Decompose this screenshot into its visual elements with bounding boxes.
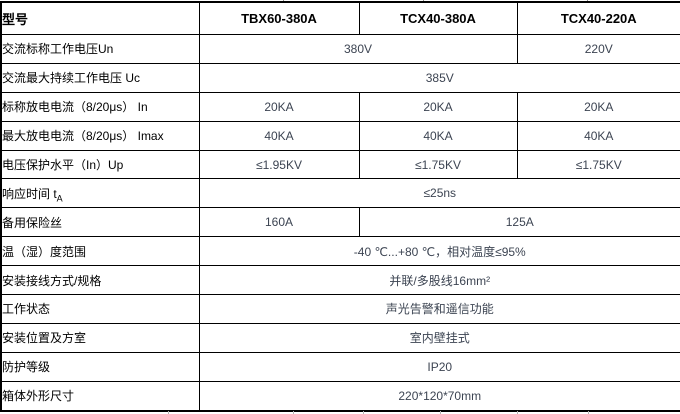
row-label: 交流标称工作电压Un [0, 34, 200, 64]
row-working-status: 工作状态 声光告警和遥信功能 [0, 294, 680, 324]
row-label: 温（湿）度范围 [0, 236, 200, 267]
row-label: 防护等级 [0, 351, 200, 382]
table-edge-artifact-tick [517, 411, 518, 414]
header-col-tbx60-380a: TBX60-380A [198, 1, 360, 35]
cell-value: ≤1.95KV [198, 149, 360, 180]
row-max-continuous-voltage: 交流最大持续工作电压 Uc 385V [0, 62, 680, 93]
row-label: 交流最大持续工作电压 Uc [0, 62, 200, 93]
table-edge-artifact-tick [440, 411, 441, 414]
cell-value: 并联/多股线16mm² [198, 265, 680, 296]
cell-value: 声光告警和遥信功能 [198, 294, 680, 324]
row-temperature-humidity-range: 温（湿）度范围 -40 ℃...+80 ℃，相对温度≤95% [0, 236, 680, 267]
table-edge-artifact-tick [293, 411, 294, 414]
row-installation-wiring-spec: 安装接线方式/规格 并联/多股线16mm² [0, 265, 680, 296]
table-edge-artifact-tick [588, 411, 589, 414]
cell-value: 室内壁挂式 [198, 322, 680, 353]
row-label-subscript: A [56, 193, 63, 204]
table-edge-artifact-tick [168, 411, 169, 414]
row-label: 箱体外形尺寸 [0, 380, 200, 412]
cell-value: ≤1.75KV [358, 149, 518, 180]
cell-value: 40KA [516, 120, 680, 151]
cell-value: 385V [198, 62, 680, 93]
cell-value: 220V [516, 34, 680, 64]
cell-value: 40KA [358, 120, 518, 151]
cell-value: 160A [198, 207, 360, 238]
row-max-discharge-current: 最大放电电流（8/20μs） Imax 40KA 40KA 40KA [0, 120, 680, 151]
cell-value: 20KA [358, 91, 518, 122]
cell-value: 20KA [516, 91, 680, 122]
row-label: 电压保护水平（In）Up [0, 149, 200, 180]
row-backup-fuse: 备用保险丝 160A 125A [0, 207, 680, 238]
row-nominal-voltage: 交流标称工作电压Un 380V 220V [0, 34, 680, 64]
cell-value: 220*120*70mm [198, 380, 680, 412]
header-model-label: 型号 [0, 1, 200, 35]
row-label: 标称放电电流（8/20μs） In [0, 91, 200, 122]
row-protection-rating: 防护等级 IP20 [0, 351, 680, 382]
row-label: 最大放电电流（8/20μs） Imax [0, 120, 200, 151]
cell-value: 40KA [198, 120, 360, 151]
cell-value: IP20 [198, 351, 680, 382]
cell-value: -40 ℃...+80 ℃，相对温度≤95% [198, 236, 680, 267]
row-label: 备用保险丝 [0, 207, 200, 238]
row-installation-position: 安装位置及方室 室内壁挂式 [0, 322, 680, 353]
row-label: 工作状态 [0, 294, 200, 324]
row-voltage-protection-level: 电压保护水平（In）Up ≤1.95KV ≤1.75KV ≤1.75KV [0, 149, 680, 180]
row-label: 安装位置及方室 [0, 322, 200, 353]
cell-value: ≤1.75KV [516, 149, 680, 180]
header-row: 型号 TBX60-380A TCX40-380A TCX40-220A [0, 1, 680, 35]
row-nominal-discharge-current: 标称放电电流（8/20μs） In 20KA 20KA 20KA [0, 91, 680, 122]
header-col-tcx40-380a: TCX40-380A [358, 1, 518, 35]
cell-value: 380V [198, 34, 518, 64]
row-label: 响应时间 tA [0, 178, 200, 209]
header-col-tcx40-220a: TCX40-220A [516, 1, 680, 35]
row-enclosure-dimensions: 箱体外形尺寸 220*120*70mm [0, 380, 680, 412]
cell-value: ≤25ns [198, 178, 680, 209]
row-response-time: 响应时间 tA ≤25ns [0, 178, 680, 209]
row-label-text: 响应时间 t [2, 186, 57, 201]
cell-value: 125A [358, 207, 680, 238]
cell-value: 20KA [198, 91, 360, 122]
row-label: 安装接线方式/规格 [0, 265, 200, 296]
table-edge-artifact-tick [363, 411, 364, 414]
